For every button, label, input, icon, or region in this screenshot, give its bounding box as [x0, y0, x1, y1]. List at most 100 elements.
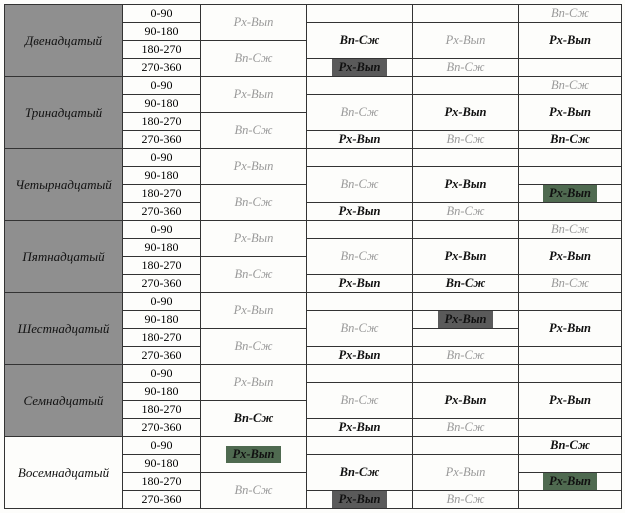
- degree-range: 0-90: [123, 365, 201, 383]
- data-cell: Вп-Сж: [519, 77, 622, 95]
- data-cell: Вп-Сж: [307, 455, 413, 491]
- cell-text: Вп-Сж: [551, 78, 589, 92]
- data-cell: Вп-Сж: [307, 167, 413, 203]
- data-cell: Вп-Сж: [201, 185, 307, 221]
- data-cell: [519, 149, 622, 167]
- data-cell: [519, 59, 622, 77]
- cell-text: Рх-Вып: [234, 159, 274, 173]
- cell-text: Рх-Вып: [338, 276, 380, 290]
- cell-text: Вп-Сж: [340, 33, 380, 47]
- data-cell: Вп-Сж: [201, 41, 307, 77]
- cell-text: Вп-Сж: [234, 123, 272, 137]
- cell-text: Рх-Вып: [338, 204, 380, 218]
- data-cell: Вп-Сж: [201, 401, 307, 437]
- cell-text: Вп-Сж: [551, 6, 589, 20]
- data-cell: Рх-Вып: [519, 383, 622, 419]
- degree-range: 180-270: [123, 113, 201, 131]
- data-cell: Рх-Вып: [307, 203, 413, 221]
- data-cell: Вп-Сж: [519, 275, 622, 293]
- degree-range: 0-90: [123, 221, 201, 239]
- degree-range: 180-270: [123, 41, 201, 59]
- cell-text: Вп-Сж: [446, 132, 484, 146]
- cell-text: Рх-Вып: [444, 393, 486, 407]
- cell-text: Рх-Вып: [234, 231, 274, 245]
- cell-text: Вп-Сж: [234, 51, 272, 65]
- data-cell: [413, 293, 519, 311]
- data-cell: Рх-Вып: [519, 23, 622, 59]
- data-cell: Рх-Вып: [307, 131, 413, 149]
- cell-text: Вп-Сж: [550, 438, 590, 452]
- data-cell: [413, 5, 519, 23]
- cell-text: Рх-Вып: [446, 465, 486, 479]
- data-cell: Вп-Сж: [307, 23, 413, 59]
- data-cell: Вп-Сж: [307, 95, 413, 131]
- cell-text: Вп-Сж: [234, 483, 272, 497]
- degree-range: 270-360: [123, 275, 201, 293]
- cell-text: Рх-Вып: [446, 33, 486, 47]
- data-cell: Вп-Сж: [307, 383, 413, 419]
- cell-text: Вп-Сж: [234, 411, 274, 425]
- data-cell: [307, 221, 413, 239]
- data-cell: Вп-Сж: [413, 275, 519, 293]
- cell-highlight: Рх-Вып: [438, 311, 492, 328]
- data-cell: [413, 365, 519, 383]
- degree-range: 180-270: [123, 185, 201, 203]
- data-cell: Рх-Вып: [413, 239, 519, 275]
- data-cell: Рх-Вып: [413, 383, 519, 419]
- degree-range: 0-90: [123, 5, 201, 23]
- cell-text: Рх-Вып: [234, 303, 274, 317]
- data-cell: [413, 329, 519, 347]
- group-label: Четырнадцатый: [5, 149, 123, 221]
- data-cell: Рх-Вып: [519, 185, 622, 203]
- degree-range: 90-180: [123, 23, 201, 41]
- cell-text: Вп-Сж: [551, 276, 589, 290]
- data-cell: [307, 365, 413, 383]
- data-cell: Рх-Вып: [413, 455, 519, 491]
- data-cell: [413, 149, 519, 167]
- data-cell: Рх-Вып: [201, 149, 307, 185]
- data-cell: Вп-Сж: [201, 329, 307, 365]
- degree-range: 180-270: [123, 329, 201, 347]
- data-cell: Рх-Вып: [413, 95, 519, 131]
- cell-text: Рх-Вып: [338, 132, 380, 146]
- group-label: Семнадцатый: [5, 365, 123, 437]
- cell-highlight: Рх-Вып: [332, 59, 386, 76]
- data-cell: [307, 149, 413, 167]
- data-cell: Вп-Сж: [307, 311, 413, 347]
- cell-text: Рх-Вып: [549, 249, 591, 263]
- data-cell: Вп-Сж: [307, 239, 413, 275]
- data-cell: [519, 419, 622, 437]
- cell-text: Вп-Сж: [446, 276, 486, 290]
- degree-range: 180-270: [123, 473, 201, 491]
- data-cell: Вп-Сж: [413, 419, 519, 437]
- cell-text: Рх-Вып: [444, 177, 486, 191]
- cell-text: Рх-Вып: [338, 420, 380, 434]
- degree-range: 180-270: [123, 257, 201, 275]
- degree-range: 90-180: [123, 311, 201, 329]
- cell-text: Вп-Сж: [446, 204, 484, 218]
- cell-highlight: Рх-Вып: [543, 185, 597, 202]
- cell-text: Вп-Сж: [340, 249, 378, 263]
- cell-text: Рх-Вып: [444, 249, 486, 263]
- data-cell: Рх-Вып: [413, 167, 519, 203]
- cell-text: Рх-Вып: [234, 375, 274, 389]
- degree-range: 270-360: [123, 59, 201, 77]
- data-cell: Вп-Сж: [201, 113, 307, 149]
- data-cell: [519, 203, 622, 221]
- cell-text: Вп-Сж: [340, 465, 380, 479]
- group-label: Восемнадцатый: [5, 437, 123, 509]
- data-cell: [413, 221, 519, 239]
- degree-range: 270-360: [123, 419, 201, 437]
- data-cell: [413, 437, 519, 455]
- data-cell: Рх-Вып: [413, 311, 519, 329]
- degree-range: 0-90: [123, 149, 201, 167]
- degree-range: 270-360: [123, 347, 201, 365]
- data-cell: Вп-Сж: [413, 59, 519, 77]
- degree-range: 90-180: [123, 239, 201, 257]
- data-cell: [519, 455, 622, 473]
- degree-range: 0-90: [123, 77, 201, 95]
- cell-text: Рх-Вып: [549, 105, 591, 119]
- cell-text: Рх-Вып: [234, 15, 274, 29]
- data-cell: [307, 293, 413, 311]
- data-cell: Рх-Вып: [519, 473, 622, 491]
